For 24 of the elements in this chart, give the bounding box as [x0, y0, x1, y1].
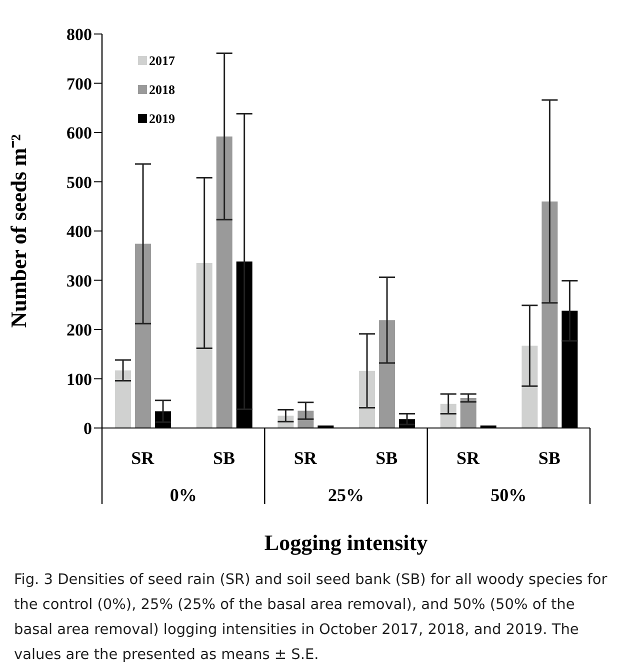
x-tick-label: SB [538, 448, 560, 468]
x-tick-label: SB [212, 448, 236, 468]
y-tick-label: 300 [66, 271, 92, 290]
y-tick-label: 600 [66, 124, 92, 143]
x-tick-label: SB [376, 448, 398, 468]
text: 25% [328, 485, 364, 505]
text: 0% [170, 485, 197, 505]
y-tick-label: 100 [66, 370, 92, 389]
legend-label: 2017 [149, 52, 175, 68]
x-tick-label: SR [131, 448, 156, 468]
y-axis-title: Number of seeds m⁻² [6, 134, 31, 328]
y-tick-label: 400 [66, 222, 92, 242]
x-tick-label: SR [294, 448, 318, 468]
y-tick-label: 800 [66, 25, 92, 44]
x-tick-label: SR [456, 448, 481, 468]
y-tick-label: 700 [66, 74, 92, 94]
y-tick-label: 0 [84, 419, 92, 438]
legend-label: 2019 [149, 110, 175, 126]
legend-label: 2018 [149, 82, 175, 98]
y-tick-label: 200 [66, 320, 92, 340]
y-tick-label: 500 [66, 172, 92, 192]
text: 50% [490, 485, 527, 505]
x-axis-title: Logging intensity [264, 530, 428, 555]
caption: Fig. 3 Densities of seed rain (SR) and soil seed bank (SB) for all woody species for the control (0%), 25% (25% of the basal area removal), and 50% (50% of the basal area removal) logging intensities in October 2017, 2018, and 2019. The values are the presented as means ± S.E. [13, 571, 608, 665]
